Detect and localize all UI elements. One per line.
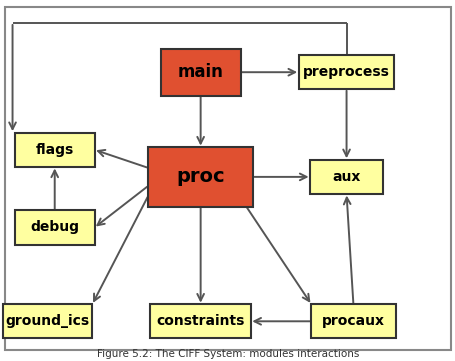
Text: Figure 5.2: The CIFF System: modules interactions: Figure 5.2: The CIFF System: modules int… [96, 349, 359, 359]
Text: ground_ics: ground_ics [6, 314, 90, 328]
FancyBboxPatch shape [3, 304, 92, 339]
FancyBboxPatch shape [161, 49, 240, 96]
FancyBboxPatch shape [148, 147, 253, 206]
FancyBboxPatch shape [150, 304, 250, 339]
FancyBboxPatch shape [310, 304, 394, 339]
FancyBboxPatch shape [15, 133, 95, 167]
FancyBboxPatch shape [298, 55, 394, 89]
Text: procaux: procaux [321, 314, 384, 328]
Text: preprocess: preprocess [303, 65, 389, 79]
FancyBboxPatch shape [309, 160, 382, 194]
FancyBboxPatch shape [15, 210, 95, 245]
Text: constraints: constraints [156, 314, 244, 328]
Text: debug: debug [30, 221, 79, 234]
Text: proc: proc [176, 168, 224, 186]
Text: aux: aux [332, 170, 360, 184]
Text: main: main [177, 63, 223, 81]
Text: flags: flags [35, 143, 74, 157]
